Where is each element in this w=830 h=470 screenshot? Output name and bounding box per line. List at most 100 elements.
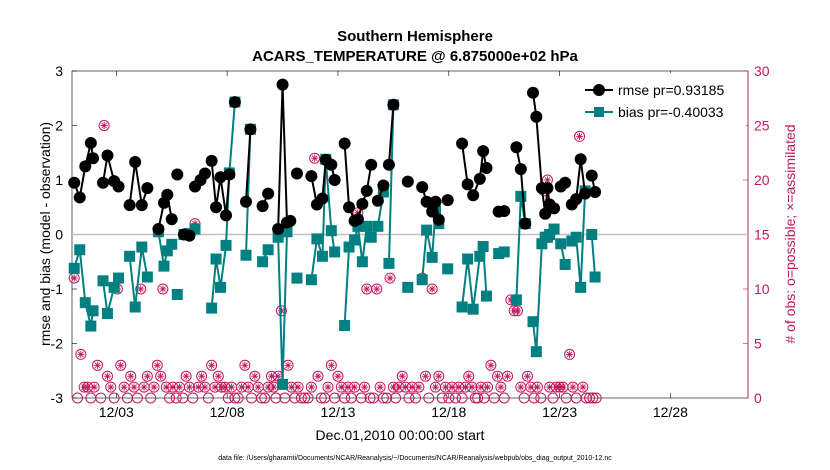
obs-assimilated-marker: [465, 372, 473, 380]
rmse-point: [541, 182, 554, 195]
obs-assimilated-marker: [127, 372, 135, 380]
y-tick-label: 3: [55, 63, 63, 79]
bias-point: [220, 239, 232, 251]
bias-point: [467, 303, 479, 315]
data-file-footnote: data file: /Users/gharamti/Documents/NCA…: [218, 455, 612, 462]
rmse-point: [316, 192, 329, 205]
rmse-point: [360, 184, 373, 197]
rmse-point: [416, 181, 429, 194]
legend-box: [583, 73, 746, 126]
obs-count-markers: [68, 120, 602, 404]
obs-possible-marker: [359, 381, 371, 393]
obs-possible-marker: [482, 381, 494, 393]
obs-assimilated-marker: [175, 383, 184, 391]
bias-point: [356, 256, 368, 268]
bias-point: [68, 262, 80, 274]
bias-point: [87, 305, 99, 317]
obs-possible-marker: [312, 370, 324, 382]
rmse-point: [141, 182, 154, 195]
rmse-point: [97, 176, 110, 189]
obs-possible-marker: [88, 381, 100, 393]
obs-assimilated-marker: [503, 372, 512, 380]
bias-point: [498, 246, 510, 258]
obs-possible-marker: [151, 359, 163, 371]
obs-possible-marker: [463, 370, 475, 382]
rmse-point: [135, 199, 148, 212]
rmse-point: [432, 213, 445, 226]
obs-assimilated-marker: [483, 383, 492, 391]
rmse-point: [220, 209, 233, 222]
obs-possible-marker: [574, 130, 586, 142]
bias-point: [402, 281, 414, 293]
obs-assimilated-marker: [497, 383, 505, 391]
bias-point: [272, 231, 284, 243]
rmse-point: [343, 201, 356, 214]
rmse-point: [441, 194, 454, 207]
obs-assimilated-marker: [251, 372, 259, 380]
obs-possible-marker: [339, 392, 351, 404]
bias-point: [97, 275, 109, 287]
obs-possible-marker: [295, 392, 307, 404]
rmse-series-line: [387, 104, 395, 165]
obs-possible-marker: [256, 392, 268, 404]
obs-assimilated-marker: [157, 372, 165, 380]
obs-possible-marker: [374, 381, 386, 393]
rmse-point: [461, 178, 474, 191]
bias-point: [171, 288, 183, 300]
obs-assimilated-marker: [575, 132, 584, 140]
obs-assimilated-marker: [201, 383, 209, 391]
rmse-point: [87, 152, 100, 165]
rmse-point: [356, 197, 369, 210]
y-tick-label: -2: [51, 336, 64, 352]
obs-possible-marker: [577, 381, 589, 393]
obs-possible-marker: [229, 392, 241, 404]
obs-possible-marker: [145, 392, 157, 404]
obs-possible-marker: [299, 392, 311, 404]
obs-assimilated-marker: [294, 383, 302, 391]
bias-point: [85, 320, 97, 332]
obs-assimilated-marker: [103, 372, 112, 380]
obs-assimilated-marker: [270, 383, 278, 391]
obs-assimilated-marker: [120, 383, 128, 391]
obs-possible-marker: [396, 370, 408, 382]
bias-point: [462, 253, 474, 265]
rmse-point: [112, 180, 125, 193]
obs-assimilated-marker: [513, 307, 522, 315]
rmse-point: [585, 169, 598, 182]
obs-assimilated-marker: [517, 383, 525, 391]
obs-possible-marker: [196, 370, 208, 382]
bias-point: [262, 244, 274, 256]
bias-point: [277, 378, 289, 390]
obs-possible-marker: [325, 359, 337, 371]
obs-possible-marker: [187, 392, 199, 404]
bias-point: [456, 301, 468, 313]
rmse-point: [223, 168, 236, 181]
obs-possible-marker: [590, 392, 602, 404]
obs-assimilated-marker: [373, 285, 381, 293]
obs-assimilated-marker: [487, 361, 495, 369]
rmse-point: [467, 189, 480, 202]
obs-possible-marker: [535, 392, 547, 404]
obs-assimilated-marker: [137, 285, 145, 293]
obs-possible-marker: [384, 272, 396, 284]
y2-tick-label: 10: [754, 281, 770, 297]
obs-possible-marker: [72, 392, 84, 404]
obs-possible-marker: [309, 152, 321, 164]
obs-assimilated-marker: [579, 383, 587, 391]
obs-possible-marker: [426, 283, 438, 295]
rmse-point: [527, 86, 540, 99]
bias-point: [210, 253, 222, 265]
rmse-point: [351, 213, 364, 226]
obs-possible-marker: [157, 283, 169, 295]
obs-assimilated-marker: [376, 383, 384, 391]
obs-possible-marker: [164, 392, 176, 404]
rmse-point: [371, 194, 384, 207]
obs-possible-marker: [75, 348, 87, 360]
bias-point: [426, 251, 438, 263]
rmse-point: [228, 96, 241, 109]
obs-assimilated-marker: [334, 372, 342, 380]
rmse-point: [305, 170, 318, 183]
bias-point: [559, 258, 571, 270]
bias-point: [305, 274, 317, 286]
rmse-point: [276, 78, 289, 91]
